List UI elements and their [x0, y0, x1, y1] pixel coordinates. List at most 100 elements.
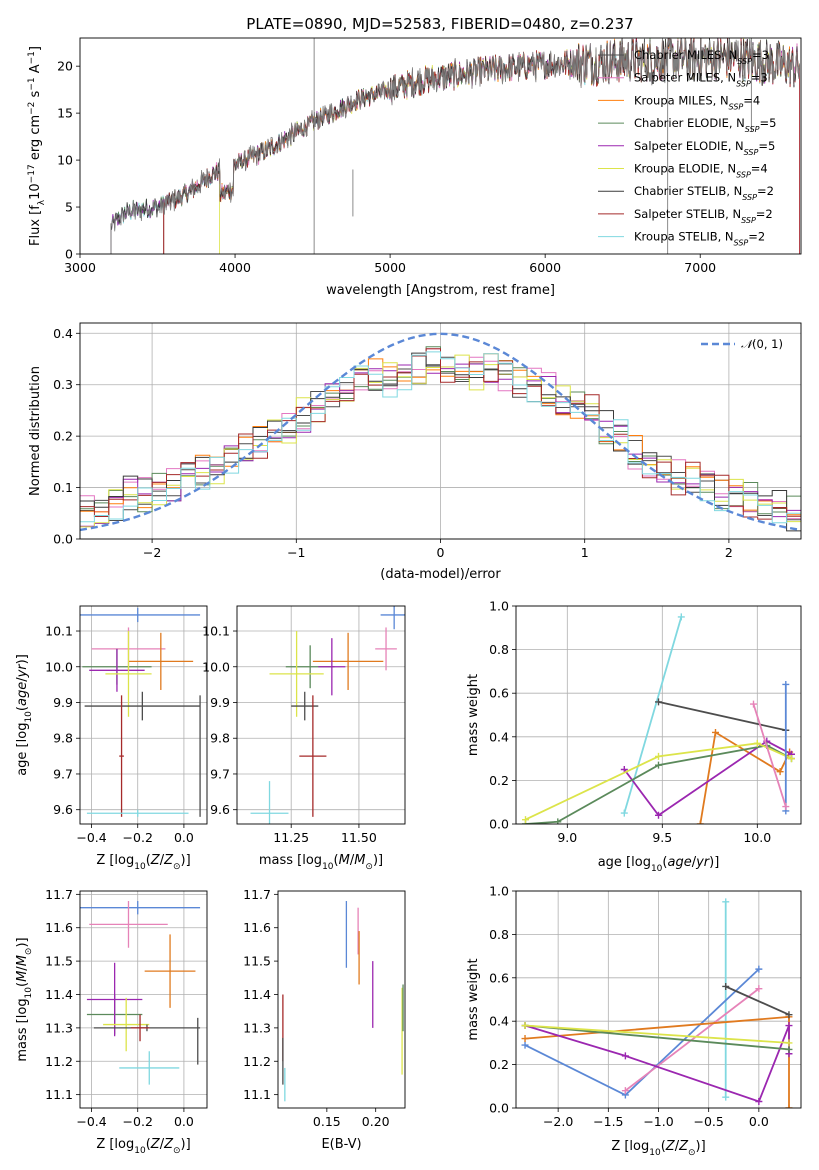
series-marker — [776, 768, 784, 776]
observed-spectrum — [110, 38, 800, 254]
x-tick-label: −1 — [287, 545, 305, 560]
x-tick-label: −2.0 — [543, 1114, 573, 1129]
age_vs_mass-frame — [236, 605, 406, 825]
y-tick-label: 11.2 — [243, 1054, 271, 1069]
massweight_vs_age-xlabel: age [log10(age/yr)] — [598, 855, 720, 874]
series-marker — [782, 680, 790, 688]
x-tick-label: 9.5 — [652, 830, 672, 845]
series-line — [624, 987, 760, 1092]
x-tick-label: −0.2 — [123, 1114, 153, 1129]
legend-label: Kroupa ELODIE, NSSP=4 — [634, 162, 768, 180]
y-tick-label: 9.9 — [53, 695, 73, 710]
mass_vs_EBV-frame — [277, 890, 406, 1109]
x-tick-label: 4000 — [219, 260, 251, 275]
mass_vs_EBV-axes: 0.15 0.20 11.1 11.2 11.3 11.4 11.5 11.6 11.7 — [243, 887, 389, 1129]
y-tick-label: 11.3 — [45, 1020, 73, 1035]
y-tick-label: 0.6 — [489, 686, 509, 701]
y-tick-label: 0.4 — [53, 326, 73, 341]
series-marker — [788, 755, 795, 763]
series-line — [623, 616, 683, 814]
y-tick-label: 0.8 — [489, 927, 509, 942]
y-tick-label: 0.0 — [53, 532, 73, 547]
x-tick-label: −0.4 — [76, 830, 106, 845]
series-marker — [522, 816, 529, 824]
massweight_vs_Z-axes: −2.0 −1.5 −1.0 −0.5 0.0 0.0 0.2 0.4 0.6 0.8 1.0 — [489, 884, 801, 1129]
series-marker — [785, 1039, 793, 1047]
y-tick-label: 5 — [65, 200, 73, 215]
series-line — [725, 985, 790, 1016]
spectrum-axes: 3000 4000 5000 6000 7000 0 5 10 15 20 — [57, 59, 716, 275]
x-tick-label: 1 — [581, 545, 589, 560]
series-marker — [785, 1011, 793, 1019]
y-tick-label: 0.6 — [489, 970, 509, 985]
x-tick-label: −0.2 — [123, 830, 153, 845]
legend-label: Kroupa MILES, NSSP=4 — [634, 93, 760, 111]
x-tick-label: 6000 — [529, 260, 561, 275]
massweight_vs_Z-ylabel: mass weight — [466, 958, 481, 1040]
y-tick-label: 0.0 — [489, 1101, 509, 1116]
massweight_vs_Z-plot — [521, 898, 793, 1108]
legend-label: Chabrier MILES, NSSP=3 — [634, 48, 769, 66]
y-tick-label: 20 — [57, 59, 73, 74]
mass_vs_EBV-plot — [282, 901, 404, 1102]
series-marker — [755, 1097, 763, 1105]
series-marker — [722, 1093, 730, 1101]
x-tick-label: 0.0 — [174, 830, 194, 845]
series-marker — [655, 698, 662, 706]
series-line — [699, 730, 791, 824]
x-tick-label: 3000 — [64, 260, 96, 275]
y-tick-label: 9.9 — [210, 695, 230, 710]
y-tick-label: 11.5 — [45, 954, 73, 969]
series-line — [658, 701, 786, 732]
y-tick-label: 0.4 — [489, 729, 509, 744]
series-marker — [655, 811, 662, 819]
x-tick-label: 11.50 — [341, 830, 377, 845]
age_vs_Z-frame — [79, 605, 208, 825]
spectrum-xlabel: wavelength [Angstrom, rest frame] — [326, 283, 555, 298]
residuals-frame — [79, 322, 802, 540]
series-marker — [621, 1052, 629, 1060]
series-line — [524, 968, 760, 1097]
x-tick-label: −1.0 — [643, 1114, 673, 1129]
massweight_vs_age-axes: 9.0 9.5 10.0 0.0 0.2 0.4 0.6 0.8 1.0 — [489, 599, 801, 845]
y-tick-label: 0.2 — [489, 1057, 509, 1072]
x-tick-label: 0 — [437, 545, 445, 560]
residuals-axes: −2 −1 0 1 2 0.0 0.1 0.2 0.3 0.4 — [53, 323, 801, 560]
y-tick-label: 0.0 — [489, 817, 509, 832]
age_vs_Z-plot — [80, 607, 201, 817]
legend-label: Salpeter STELIB, NSSP=2 — [634, 207, 773, 225]
y-tick-label: 10.1 — [202, 624, 230, 639]
spectrum-legend: Chabrier MILES, NSSP=3 Salpeter MILES, NS… — [598, 48, 776, 247]
y-tick-label: 0.3 — [53, 377, 73, 392]
y-tick-label: 9.6 — [210, 802, 230, 817]
legend-label: Chabrier STELIB, NSSP=2 — [634, 184, 774, 202]
series-line — [524, 1024, 790, 1051]
y-tick-label: 10.0 — [45, 659, 73, 674]
y-tick-label: 11.3 — [243, 1020, 271, 1035]
series-line — [752, 703, 787, 807]
series-marker — [554, 818, 562, 824]
y-tick-label: 9.8 — [53, 731, 73, 746]
age_vs_mass-xlabel: mass [log10(M/M⊙)] — [259, 853, 383, 872]
x-tick-label: 9.0 — [557, 830, 577, 845]
mass_vs_Z-plot — [80, 901, 201, 1085]
y-tick-label: 0.8 — [489, 642, 509, 657]
normal-curve — [80, 332, 801, 532]
series-line — [524, 1024, 790, 1044]
legend-label: 𝒩(0, 1) — [741, 337, 783, 351]
x-tick-label: −1.5 — [593, 1114, 623, 1129]
legend-label: Chabrier ELODIE, NSSP=5 — [634, 116, 776, 134]
y-tick-label: 0.2 — [53, 429, 73, 444]
residuals-xlabel: (data-model)/error — [380, 567, 501, 582]
y-tick-label: 11.4 — [243, 987, 271, 1002]
y-tick-label: 10 — [57, 153, 73, 168]
mass_vs_Z-axes: −0.4 −0.2 0.0 11.1 11.2 11.3 11.4 11.5 11.6 11.7 — [45, 887, 207, 1129]
series-marker — [785, 1104, 793, 1108]
y-tick-label: 11.4 — [45, 987, 73, 1002]
age_vs_mass-axes: 11.25 11.50 9.6 9.7 9.8 9.9 10.0 10.1 — [202, 606, 405, 845]
x-tick-label: −0.4 — [76, 1114, 106, 1129]
y-tick-label: 10.0 — [202, 659, 230, 674]
x-tick-label: 0.15 — [313, 1114, 341, 1129]
y-tick-label: 11.2 — [45, 1054, 73, 1069]
